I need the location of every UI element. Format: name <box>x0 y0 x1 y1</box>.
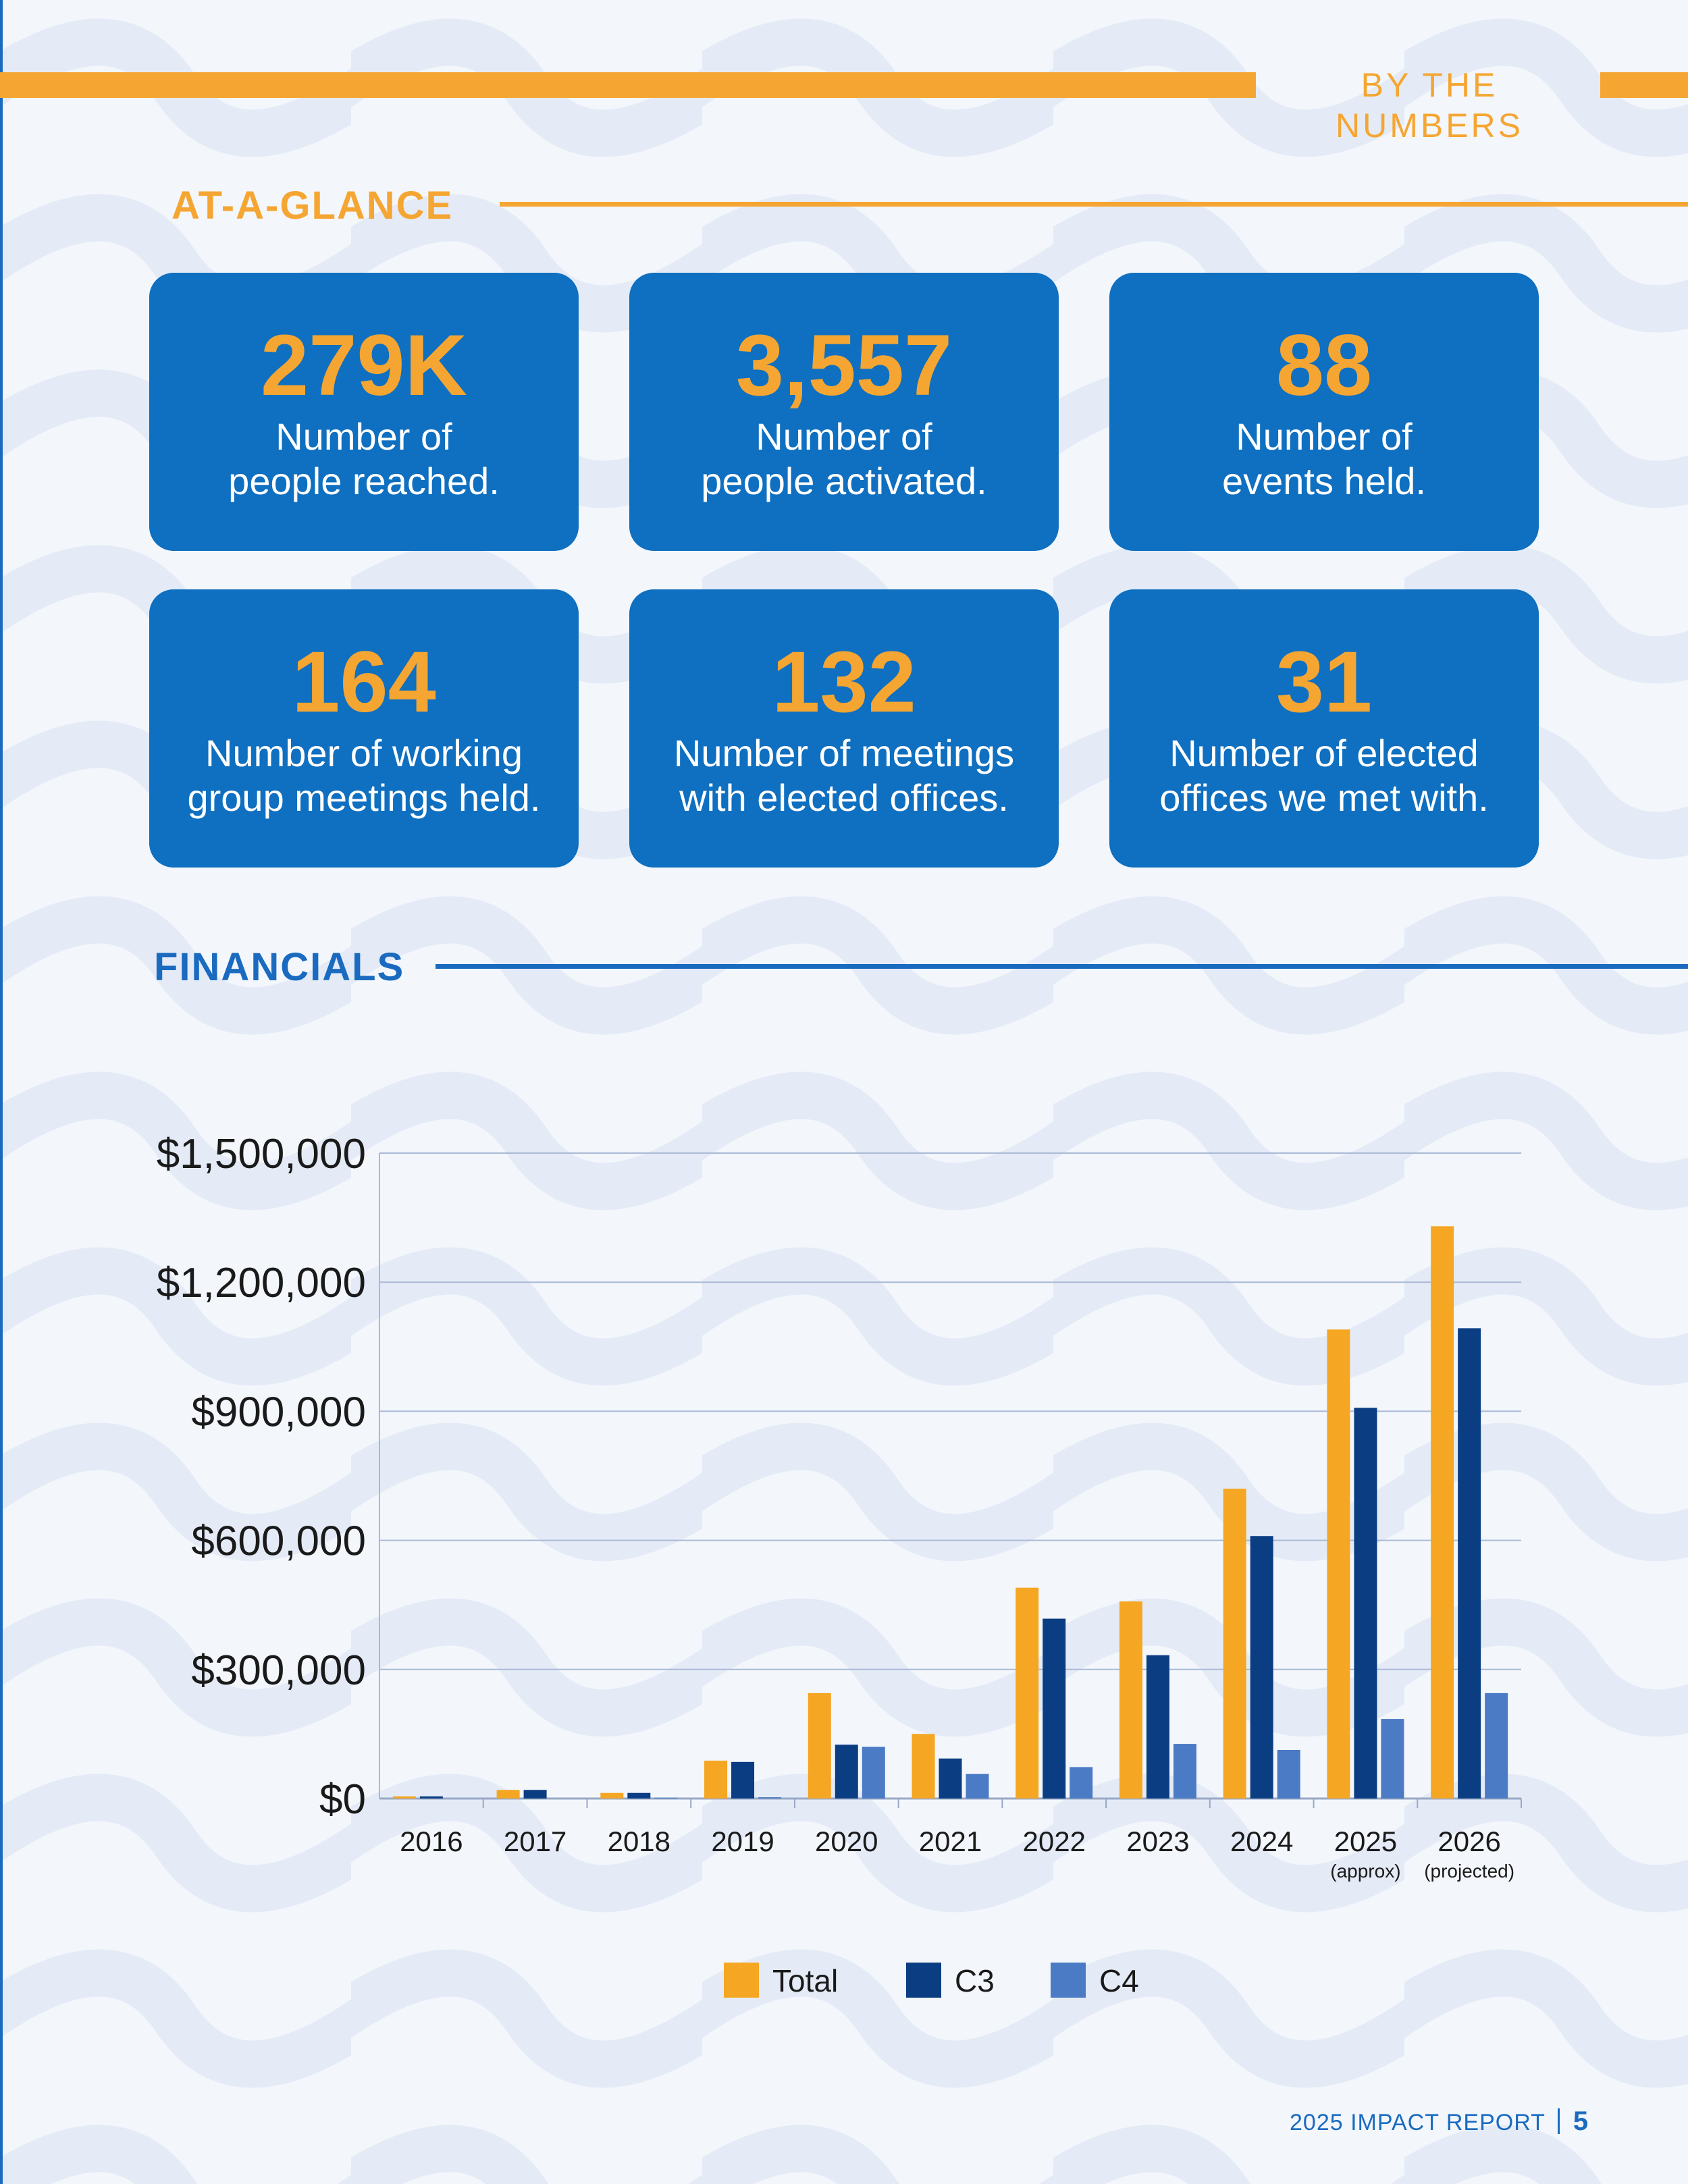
bar-total-2026 <box>1431 1226 1454 1799</box>
bar-c3-2022 <box>1043 1618 1066 1799</box>
x-tick-label: 2020 <box>815 1826 878 1857</box>
legend-label: C3 <box>955 1963 995 1998</box>
bar-c3-2016 <box>419 1796 443 1799</box>
bar-c4-2022 <box>1070 1767 1093 1799</box>
x-tick-label: 2026 <box>1438 1826 1500 1857</box>
stat-card-events-held: 88 Number of events held. <box>1109 273 1539 551</box>
at-a-glance-title: AT-A-GLANCE <box>172 184 454 228</box>
bar-total-2022 <box>1016 1587 1039 1799</box>
stat-value: 88 <box>1275 317 1373 414</box>
page-footer: 2025 IMPACT REPORT 5 <box>1290 2101 1588 2141</box>
bar-total-2020 <box>808 1693 831 1799</box>
legend-label: C4 <box>1099 1963 1139 1998</box>
y-tick-label: $0 <box>319 1776 366 1823</box>
x-tick-label: 2024 <box>1230 1826 1293 1857</box>
bar-c4-2021 <box>966 1774 989 1799</box>
bar-c3-2020 <box>835 1744 858 1799</box>
bar-c3-2026 <box>1458 1328 1481 1799</box>
header-bar-left <box>0 72 1256 98</box>
bar-total-2016 <box>392 1796 416 1799</box>
bar-c4-2018 <box>654 1797 678 1799</box>
stat-label: Number of working group meetings held. <box>187 732 541 819</box>
stat-label: Number of elected offices we met with. <box>1159 732 1489 819</box>
x-tick-label: 2023 <box>1126 1826 1189 1857</box>
bar-c4-2023 <box>1173 1744 1196 1799</box>
bar-total-2021 <box>912 1734 935 1799</box>
x-tick-label: 2021 <box>919 1826 982 1857</box>
header-bar-right <box>1600 72 1688 98</box>
bar-c4-2025 <box>1381 1719 1404 1799</box>
page-number: 5 <box>1573 2106 1589 2136</box>
bar-c3-2017 <box>523 1790 547 1799</box>
y-tick-label: $300,000 <box>191 1647 366 1694</box>
bar-c3-2023 <box>1146 1655 1169 1799</box>
y-tick-label: $1,500,000 <box>157 1131 366 1177</box>
x-tick-note: (projected) <box>1424 1861 1514 1882</box>
stat-label: Number of meetings with elected offices. <box>673 732 1015 819</box>
y-tick-label: $1,200,000 <box>157 1260 366 1306</box>
legend-swatch-c3 <box>906 1963 941 1998</box>
stat-card-meetings-elected-offices: 132 Number of meetings with elected offi… <box>629 589 1059 868</box>
footer-report-title: 2025 IMPACT REPORT <box>1290 2110 1546 2135</box>
bar-c3-2018 <box>627 1792 651 1799</box>
y-tick-label: $600,000 <box>191 1518 366 1565</box>
x-tick-label: 2016 <box>400 1826 463 1857</box>
stat-label: Number of people activated. <box>701 415 987 502</box>
financials-bar-chart: $0 $300,000 $600,000 $900,000 $1,200,000 $1,5… <box>157 1131 1522 1998</box>
legend-swatch-total <box>724 1963 759 1998</box>
x-tick-label: 2025 <box>1334 1826 1397 1857</box>
bar-c3-2019 <box>731 1761 755 1799</box>
stat-value: 31 <box>1275 634 1373 730</box>
x-tick-label: 2022 <box>1023 1826 1086 1857</box>
x-tick-label: 2019 <box>711 1826 774 1857</box>
bar-c4-2019 <box>758 1797 782 1799</box>
bar-c4-2020 <box>862 1747 885 1799</box>
section-header-label: BY THE NUMBERS <box>1335 66 1524 144</box>
financials-title: FINANCIALS <box>154 945 405 989</box>
footer-separator <box>1557 2108 1560 2134</box>
stat-card-people-reached: 279K Number of people reached. <box>149 273 579 551</box>
bar-c4-2024 <box>1277 1749 1300 1799</box>
bar-c4-2026 <box>1485 1693 1508 1799</box>
stat-label: Number of events held. <box>1222 415 1426 502</box>
bar-total-2019 <box>704 1760 728 1799</box>
stat-value: 3,557 <box>735 317 953 414</box>
bar-c3-2024 <box>1250 1536 1273 1799</box>
bar-total-2018 <box>600 1792 624 1799</box>
x-tick-label: 2017 <box>504 1826 566 1857</box>
left-edge-stripe <box>0 0 3 2184</box>
bar-c3-2021 <box>939 1758 962 1799</box>
bar-total-2017 <box>496 1790 520 1799</box>
stat-card-working-group-meetings: 164 Number of working group meetings hel… <box>149 589 579 868</box>
stat-label: Number of people reached. <box>228 415 500 502</box>
stat-value: 132 <box>772 634 916 730</box>
stat-value: 279K <box>261 317 467 414</box>
x-tick-note: (approx) <box>1330 1861 1400 1882</box>
bar-total-2023 <box>1119 1601 1142 1799</box>
stat-card-people-activated: 3,557 Number of people activated. <box>629 273 1059 551</box>
bar-total-2025 <box>1327 1329 1350 1799</box>
x-tick-label: 2018 <box>608 1826 670 1857</box>
stat-card-elected-offices-met: 31 Number of elected offices we met with… <box>1109 589 1539 868</box>
financials-rule <box>436 964 1688 969</box>
stat-value: 164 <box>292 634 436 730</box>
bar-total-2024 <box>1223 1489 1246 1799</box>
y-tick-label: $900,000 <box>191 1389 366 1435</box>
bar-c3-2025 <box>1354 1408 1377 1799</box>
at-a-glance-rule <box>500 202 1688 207</box>
legend-label: Total <box>772 1963 838 1998</box>
legend-swatch-c4 <box>1051 1963 1086 1998</box>
